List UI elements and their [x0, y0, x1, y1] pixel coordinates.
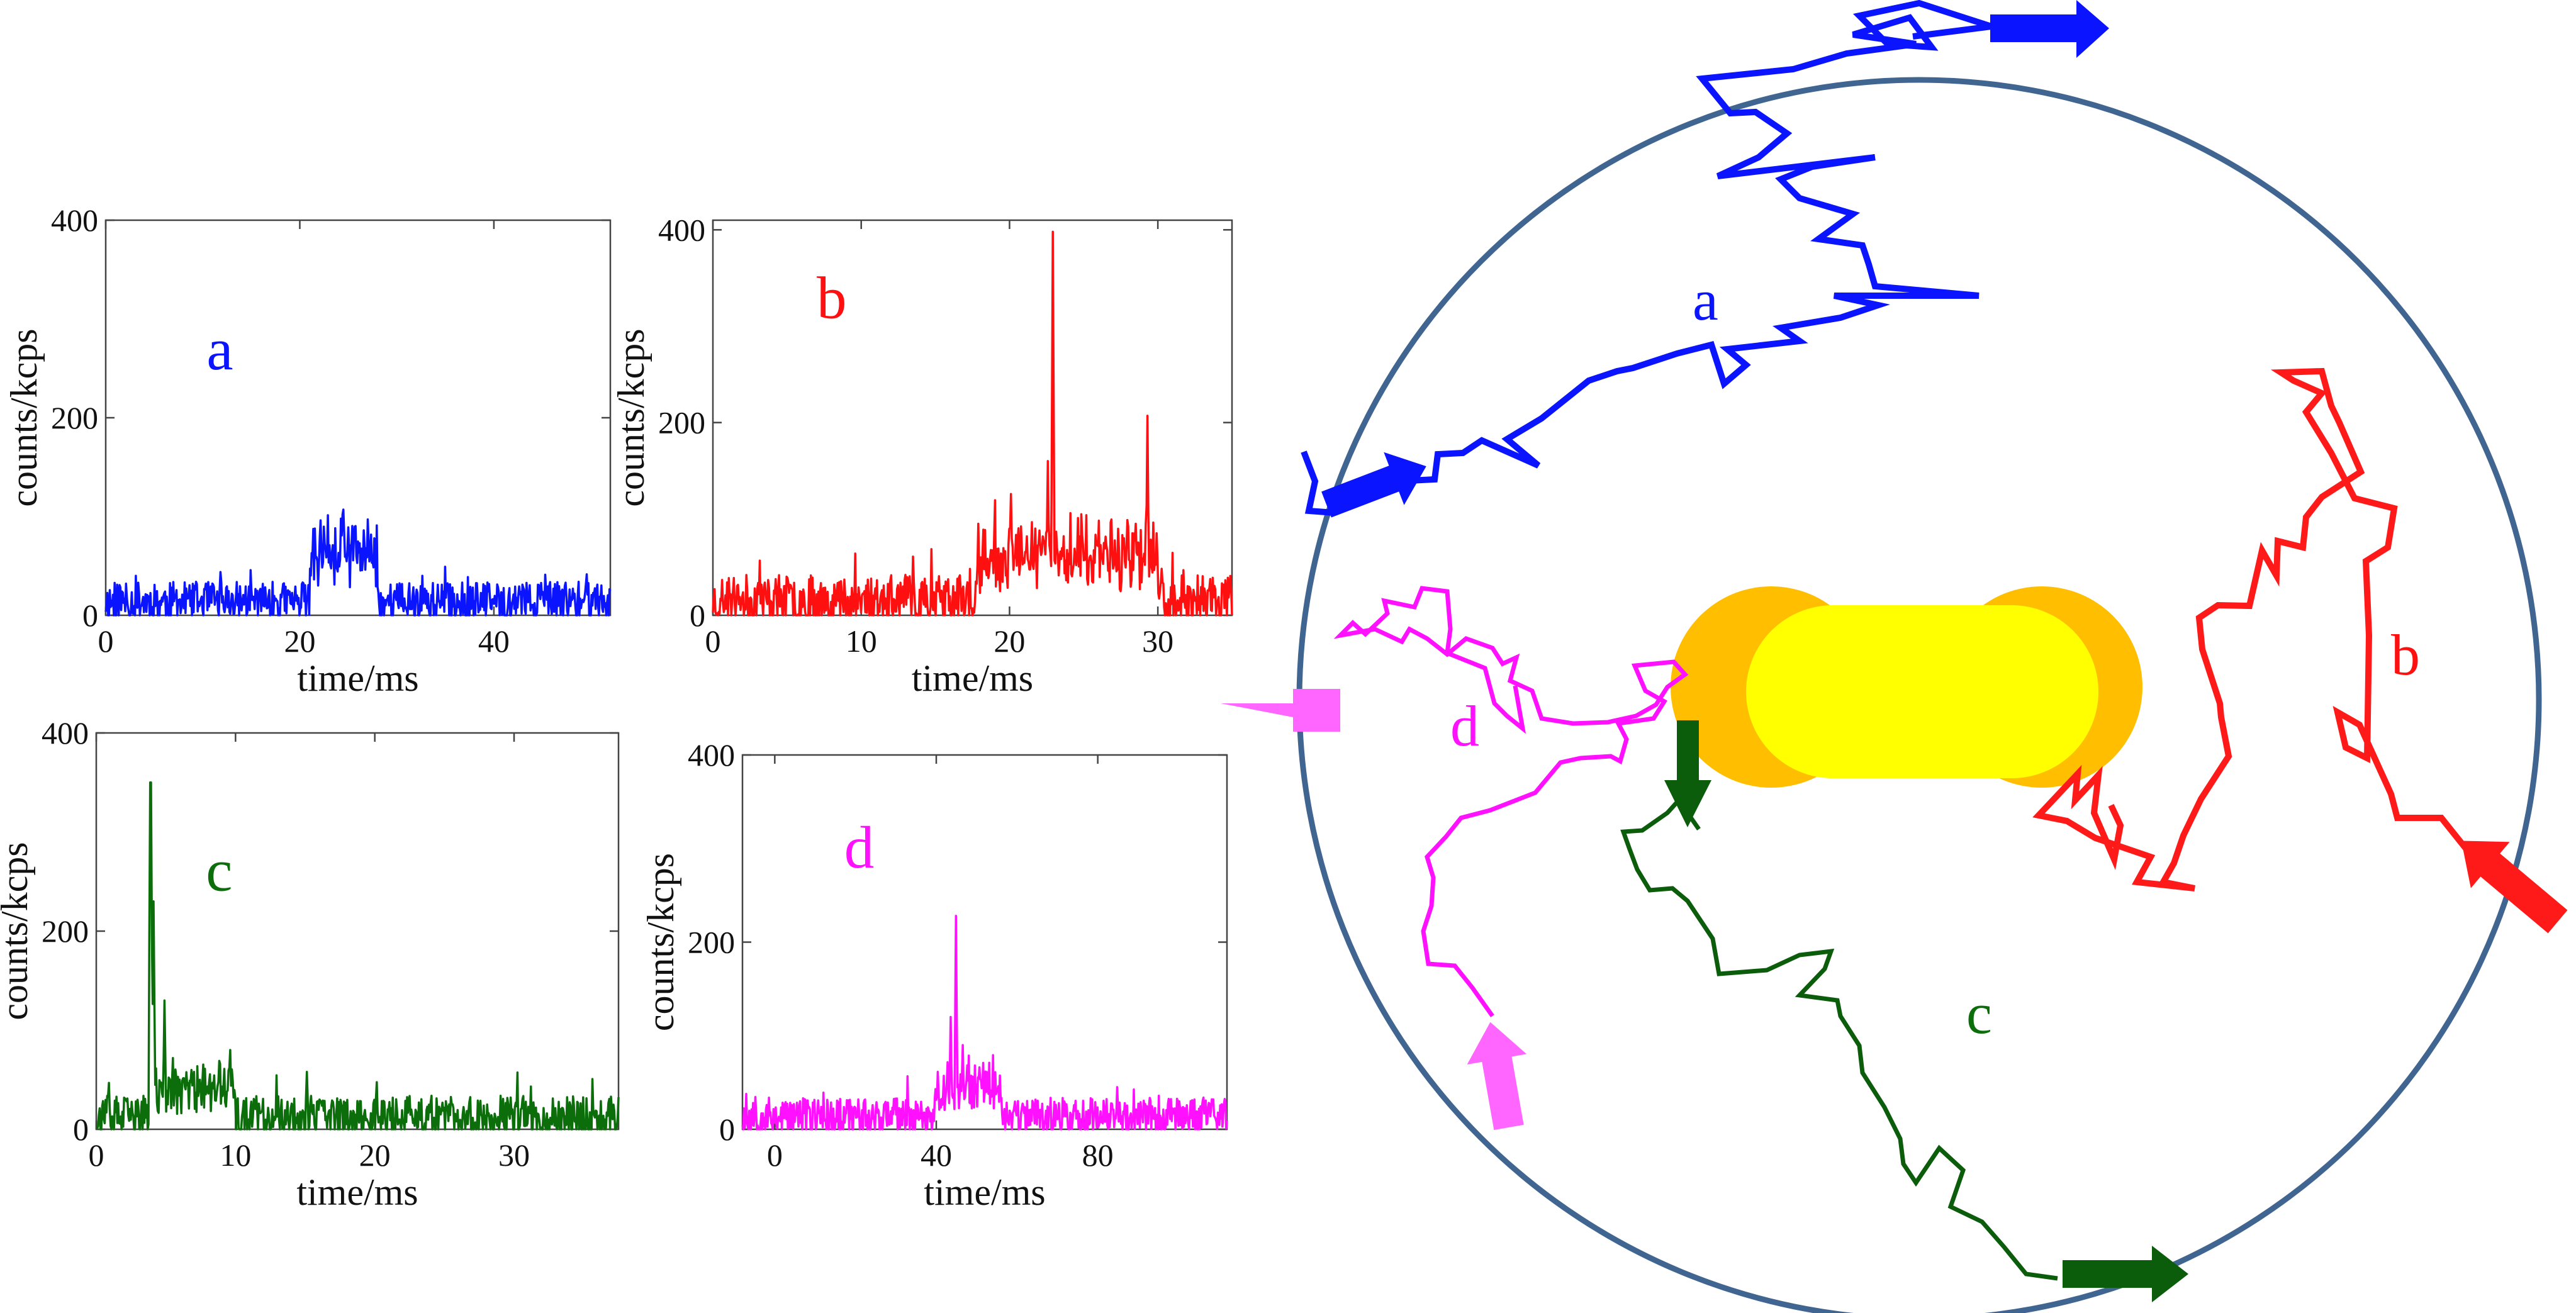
count-trace-a	[104, 508, 612, 617]
panel-b: 0 10 20 30 0 200 400 time/ms counts/kcps b	[610, 212, 1233, 699]
laser-arrow-icon	[2461, 841, 2568, 934]
x-axis-label: time/ms	[924, 1171, 1045, 1213]
panel-label: a	[206, 316, 233, 383]
y-tick-label: 200	[42, 914, 89, 949]
y-tick-label: 400	[658, 212, 705, 247]
laser-arrow-icon	[1321, 452, 1426, 518]
panel-c: 0 10 20 30 0 200 400 time/ms counts/kcps c	[0, 715, 620, 1213]
trajectory-b	[2032, 367, 2482, 891]
x-tick-label: 30	[1142, 623, 1173, 659]
x-tick-label: 80	[1082, 1137, 1114, 1173]
y-tick-label: 200	[688, 925, 735, 960]
nanorod	[1671, 586, 2142, 788]
focal-volume-diagram: a b c d	[1221, 0, 2568, 1313]
y-axis-label: counts/kcps	[610, 328, 652, 506]
x-tick-label: 20	[994, 623, 1025, 659]
x-tick-label: 10	[220, 1137, 251, 1173]
laser-arrow-icon	[2063, 1246, 2188, 1302]
y-tick-label: 0	[690, 598, 705, 633]
trajectory-label-b: b	[2391, 623, 2420, 687]
count-trace-d	[741, 915, 1228, 1131]
y-tick-label: 0	[73, 1112, 89, 1147]
x-tick-label: 0	[89, 1137, 104, 1173]
count-trace-b	[712, 230, 1233, 617]
x-tick-label: 10	[846, 623, 877, 659]
x-tick-label: 20	[284, 623, 315, 659]
y-tick-label: 400	[51, 203, 98, 238]
y-tick-label: 0	[719, 1112, 735, 1147]
x-axis-label: time/ms	[297, 657, 418, 699]
x-tick-label: 30	[498, 1137, 530, 1173]
panel-d: 0 40 80 0 200 400 time/ms counts/kcps d	[640, 737, 1228, 1213]
panel-label: b	[817, 265, 847, 332]
trajectory-c	[1620, 796, 2058, 1281]
x-axis-label: time/ms	[912, 657, 1033, 699]
x-tick-label: 0	[767, 1137, 783, 1173]
panel-label: d	[844, 814, 875, 881]
trajectory-label-a: a	[1693, 268, 1718, 332]
count-trace-c	[96, 781, 620, 1131]
trajectory-d	[1333, 586, 1689, 1018]
x-tick-label: 0	[98, 623, 114, 659]
panel-label: c	[206, 837, 232, 904]
nanorod-body	[1746, 605, 2098, 778]
y-tick-label: 400	[42, 715, 89, 751]
y-tick-label: 200	[51, 400, 98, 435]
trajectory-label-d: d	[1450, 694, 1479, 758]
x-axis-label: time/ms	[296, 1171, 418, 1213]
y-tick-label: 200	[658, 405, 705, 440]
trajectory-a	[1301, 0, 1993, 517]
y-axis-label: counts/kcps	[3, 328, 45, 506]
x-tick-label: 0	[705, 623, 721, 659]
x-tick-label: 40	[478, 623, 510, 659]
x-tick-label: 20	[359, 1137, 391, 1173]
laser-arrow-icon	[1664, 720, 1711, 827]
laser-arrows	[1221, 0, 2568, 1302]
trajectory-label-c: c	[1966, 981, 1992, 1046]
laser-arrow-icon	[1467, 1022, 1527, 1131]
x-tick-label: 40	[921, 1137, 952, 1173]
laser-arrow-icon	[1990, 0, 2109, 58]
y-axis-label: counts/kcps	[640, 853, 681, 1031]
y-tick-label: 0	[82, 598, 98, 633]
y-tick-label: 400	[688, 737, 735, 773]
y-axis-label: counts/kcps	[0, 842, 35, 1020]
laser-arrow-icon	[1221, 689, 1340, 732]
